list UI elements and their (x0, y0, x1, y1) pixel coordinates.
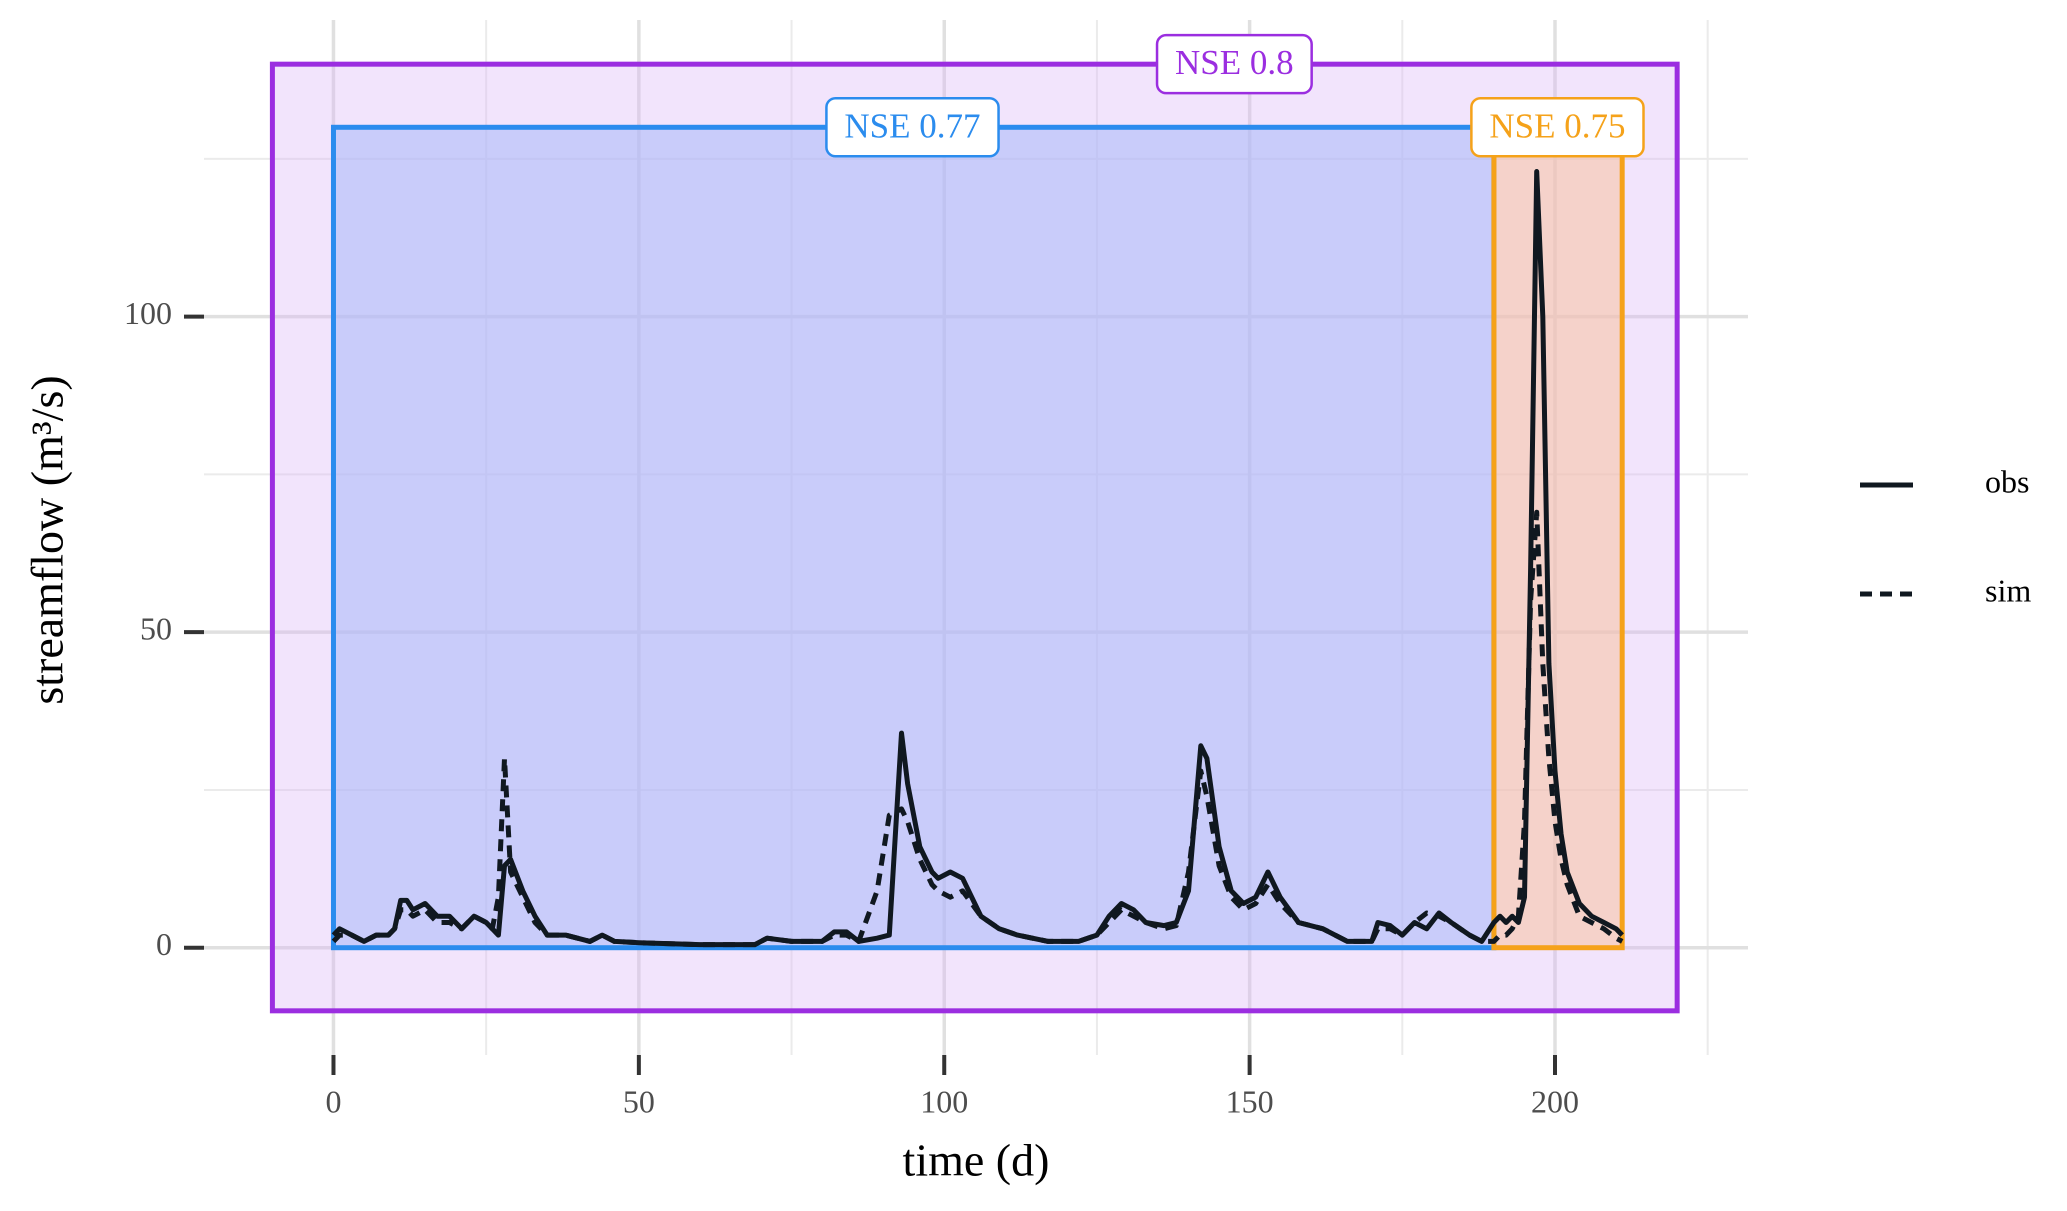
x-tick-label: 200 (1531, 1083, 1579, 1119)
x-tick-label: 150 (1226, 1083, 1274, 1119)
region-label: NSE 0.77 (844, 106, 980, 145)
legend-label: obs (1985, 463, 2029, 499)
region-label: NSE 0.8 (1175, 43, 1294, 82)
legend-label: sim (1985, 572, 2031, 608)
x-tick-label: 100 (920, 1083, 968, 1119)
y-axis-title: streamflow (m³/s) (22, 375, 73, 704)
region-label-box (1155, 33, 1313, 95)
region-label-box (825, 97, 1000, 158)
region-label-box (1470, 97, 1645, 158)
x-axis-title: time (d) (903, 1135, 1050, 1186)
region-label: NSE 0.75 (1489, 106, 1625, 145)
series-line (331, 509, 1624, 948)
y-tick-label: 0 (156, 926, 172, 962)
y-tick-label: 100 (124, 295, 172, 331)
x-tick-label: 0 (325, 1083, 341, 1119)
x-tick-label: 50 (623, 1083, 655, 1119)
y-tick-label: 50 (140, 611, 172, 647)
